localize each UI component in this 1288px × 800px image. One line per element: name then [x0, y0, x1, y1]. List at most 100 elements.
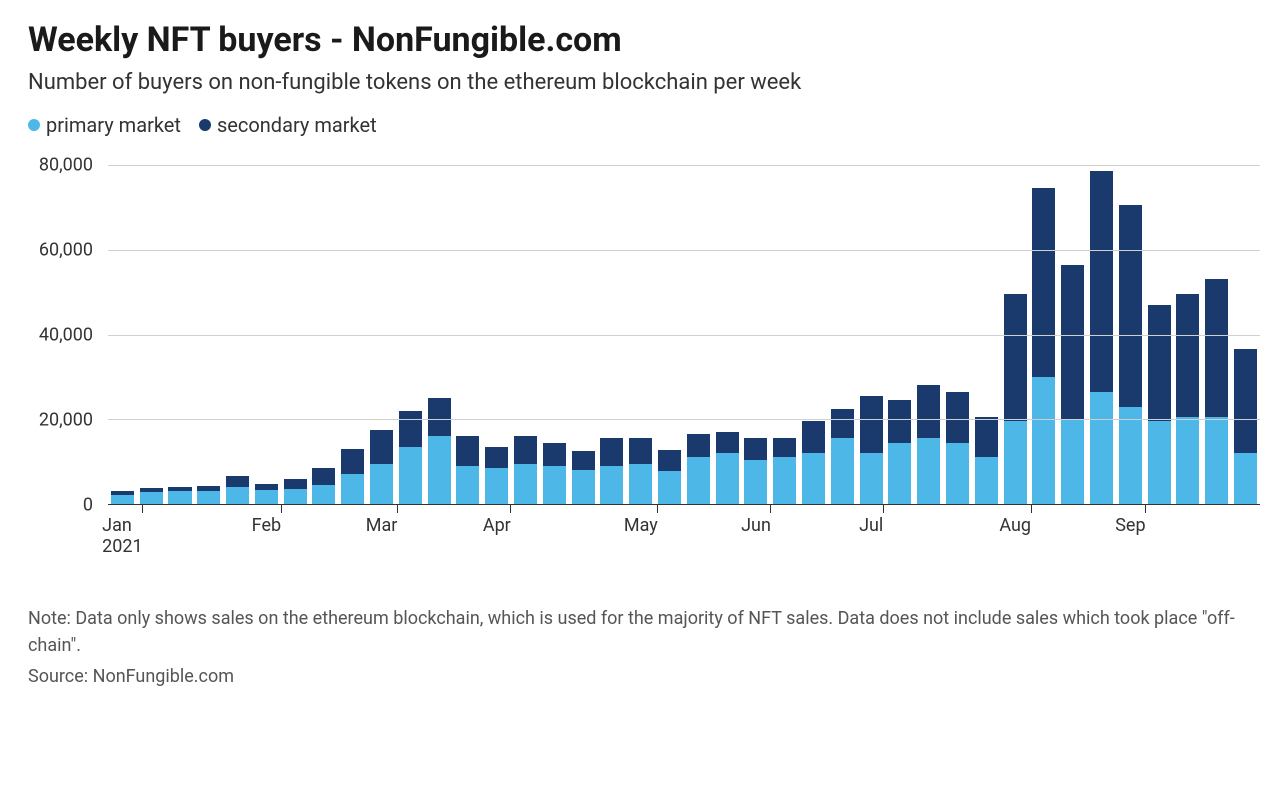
bar-segment-primary — [1176, 417, 1199, 504]
bar-segment-primary — [485, 468, 508, 504]
stacked-bar — [197, 486, 220, 504]
bar-segment-primary — [831, 438, 854, 504]
grid-line — [108, 250, 1260, 251]
stacked-bar — [1061, 265, 1084, 504]
x-tick-mark — [397, 505, 398, 513]
stacked-bar — [428, 398, 451, 504]
bar-segment-secondary — [284, 479, 307, 488]
bar-segment-secondary — [687, 434, 710, 457]
bar-segment-primary — [773, 457, 796, 504]
bar-segment-secondary — [658, 450, 681, 471]
bar-segment-primary — [572, 470, 595, 504]
stacked-bar — [1032, 188, 1055, 504]
bar-segment-secondary — [946, 392, 969, 443]
bar-segment-primary — [428, 436, 451, 504]
bar-segment-secondary — [860, 396, 883, 453]
stacked-bar — [140, 488, 163, 504]
x-tick-label: Jul — [859, 515, 883, 536]
bar-segment-secondary — [485, 447, 508, 468]
bar-segment-secondary — [399, 411, 422, 447]
bar-segment-primary — [456, 466, 479, 504]
stacked-bar — [744, 438, 767, 504]
bar-segment-primary — [1090, 392, 1113, 504]
stacked-bar — [168, 487, 191, 504]
grid-line — [108, 335, 1260, 336]
bar-segment-secondary — [226, 476, 249, 487]
bar-segment-secondary — [888, 400, 911, 442]
bar-segment-primary — [716, 453, 739, 504]
stacked-bar — [831, 409, 854, 504]
x-tick: Jan2021 — [122, 505, 162, 557]
bar-segment-primary — [226, 487, 249, 504]
bar-segment-secondary — [1004, 294, 1027, 421]
bar-segment-secondary — [1032, 188, 1055, 377]
bar-segment-primary — [946, 443, 969, 504]
x-tick: Aug — [1015, 505, 1047, 536]
bar-segment-primary — [341, 474, 364, 504]
bar-segment-primary — [975, 457, 998, 504]
bar-segment-primary — [1032, 377, 1055, 504]
y-axis: 020,00040,00060,00080,000 — [28, 165, 103, 505]
stacked-bar — [284, 479, 307, 504]
x-tick-mark — [883, 505, 884, 513]
x-tick-mark — [281, 505, 282, 513]
legend-dot-primary — [28, 119, 40, 131]
stacked-bar — [370, 430, 393, 504]
bar-segment-primary — [1119, 407, 1142, 504]
bar-segment-secondary — [802, 421, 825, 453]
bar-segment-secondary — [1176, 294, 1199, 417]
stacked-bar — [1176, 294, 1199, 504]
y-tick-label: 80,000 — [39, 155, 93, 176]
legend: primary market secondary market — [28, 113, 1260, 137]
bar-segment-secondary — [744, 438, 767, 459]
bar-segment-secondary — [773, 438, 796, 457]
bar-segment-secondary — [341, 449, 364, 474]
stacked-bar — [111, 491, 134, 504]
bar-segment-primary — [1234, 453, 1257, 504]
stacked-bar — [255, 484, 278, 504]
x-tick-label: Jan — [102, 515, 142, 536]
legend-label-secondary: secondary market — [217, 113, 377, 137]
bar-segment-secondary — [629, 438, 652, 463]
bar-segment-primary — [860, 453, 883, 504]
x-tick-mark — [770, 505, 771, 513]
bar-segment-secondary — [831, 409, 854, 439]
bar-segment-primary — [744, 460, 767, 504]
stacked-bar — [629, 438, 652, 504]
stacked-bar — [946, 392, 969, 504]
stacked-bar — [1234, 349, 1257, 504]
x-tick-mark — [657, 505, 658, 513]
stacked-bar — [658, 450, 681, 504]
bar-segment-primary — [658, 471, 681, 504]
chart-footer: Note: Data only shows sales on the ether… — [28, 605, 1260, 690]
stacked-bar — [312, 468, 335, 504]
grid-line — [108, 419, 1260, 420]
bar-segment-secondary — [917, 385, 940, 438]
x-tick-mark — [1145, 505, 1146, 513]
stacked-bar — [773, 438, 796, 504]
stacked-bar — [917, 385, 940, 504]
stacked-bar — [802, 421, 825, 504]
bar-segment-primary — [312, 485, 335, 504]
x-tick-mark — [1031, 505, 1032, 513]
bar-segment-secondary — [975, 417, 998, 457]
x-tick-label: Aug — [999, 515, 1031, 536]
bar-segment-primary — [111, 495, 134, 504]
x-tick-label: May — [624, 515, 658, 536]
bar-segment-secondary — [1061, 265, 1084, 420]
x-tick: Sep — [1130, 505, 1160, 536]
bar-segment-secondary — [312, 468, 335, 485]
bar-segment-primary — [255, 490, 278, 504]
y-tick-label: 60,000 — [39, 240, 93, 261]
x-tick: May — [641, 505, 675, 536]
x-tick: Feb — [266, 505, 295, 536]
chart-title: Weekly NFT buyers - NonFungible.com — [28, 20, 1260, 60]
bar-segment-secondary — [514, 436, 537, 464]
stacked-bar — [1090, 171, 1113, 504]
bar-segment-secondary — [1234, 349, 1257, 453]
chart: 020,00040,00060,00080,000 Jan2021FebMarA… — [108, 165, 1260, 545]
stacked-bar — [1205, 279, 1228, 504]
bar-segment-primary — [1148, 421, 1171, 504]
stacked-bar — [543, 443, 566, 504]
bar-segment-primary — [284, 489, 307, 504]
